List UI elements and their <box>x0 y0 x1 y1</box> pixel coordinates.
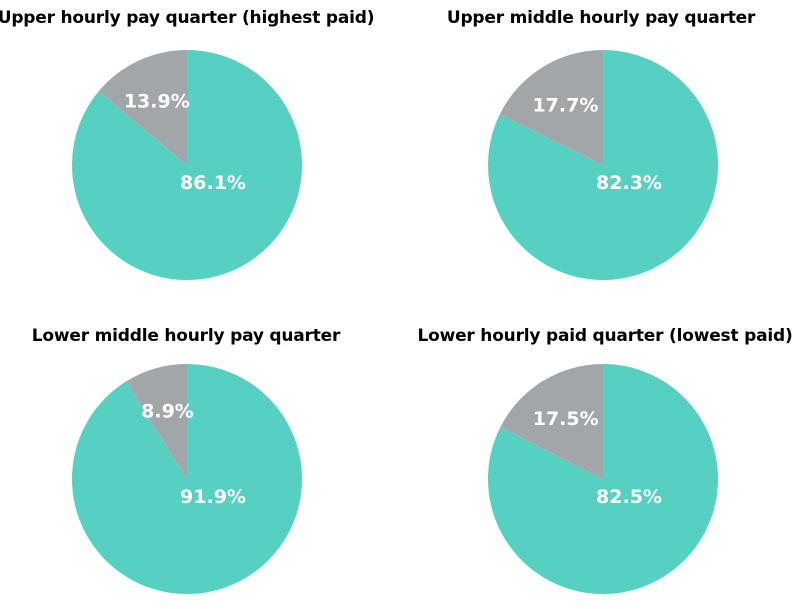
pie-chart-lower: Lower hourly paid quarter (lowest paid) … <box>396 304 793 608</box>
chart-title: Lower middle hourly pay quarter <box>31 326 341 346</box>
pie-slice-secondary <box>499 50 603 165</box>
pie-slice-secondary <box>126 364 187 479</box>
pie-slice-primary <box>71 50 302 280</box>
pie-svg: 91.9% 8.9% <box>72 364 302 594</box>
pie-svg: 86.1% 13.9% <box>71 50 302 280</box>
slice-label-primary: 82.3% <box>596 172 662 194</box>
pie-slice-primary <box>487 364 718 594</box>
chart-title: Upper middle hourly pay quarter <box>446 8 756 28</box>
pie-slice-primary <box>488 50 719 280</box>
chart-title: Lower hourly paid quarter (lowest paid) <box>417 326 793 346</box>
slice-label-secondary: 8.9% <box>141 400 194 422</box>
pie-svg: 82.5% 17.5% <box>487 364 718 594</box>
pie-chart-upper-middle: Upper middle hourly pay quarter 82.3% 17.… <box>396 0 792 304</box>
pie-svg: 82.3% 17.7% <box>488 50 719 280</box>
pie-chart-upper: Upper hourly pay quarter (highest paid) … <box>0 0 396 304</box>
slice-label-secondary: 17.7% <box>532 94 598 116</box>
slice-label-primary: 86.1% <box>180 172 246 194</box>
pie-chart-lower-middle: Lower middle hourly pay quarter 91.9% 8.9… <box>0 304 396 608</box>
slice-label-primary: 91.9% <box>180 486 246 508</box>
slice-label-primary: 82.5% <box>596 486 662 508</box>
pie-slice-secondary <box>500 364 603 479</box>
chart-title: Upper hourly pay quarter (highest paid) <box>0 8 375 28</box>
slice-label-secondary: 17.5% <box>533 408 599 430</box>
pie-slice-secondary <box>98 50 187 165</box>
slice-label-secondary: 13.9% <box>124 90 190 112</box>
